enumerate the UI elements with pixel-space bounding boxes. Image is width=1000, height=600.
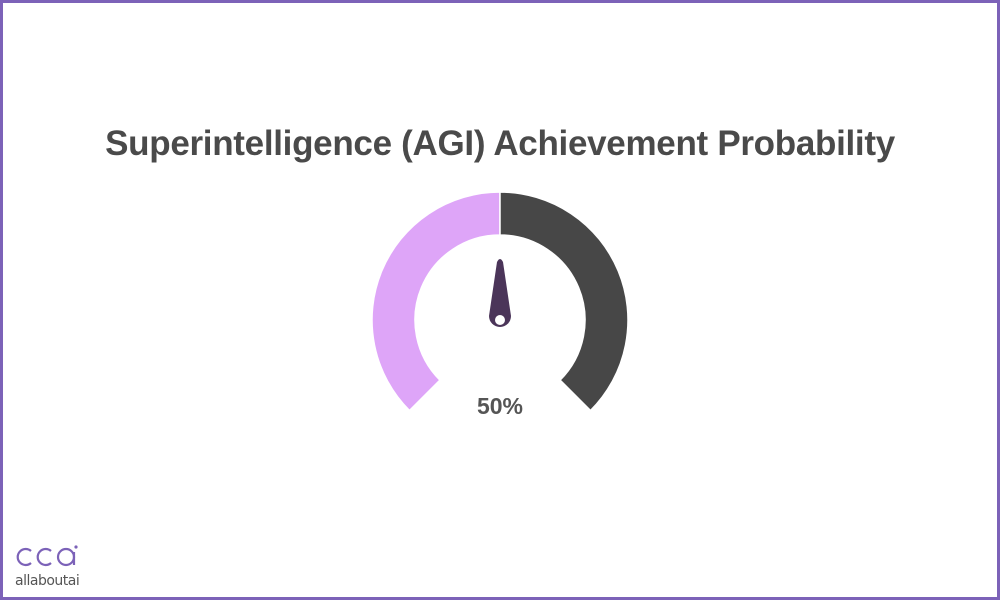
gauge-needle: [489, 259, 511, 327]
gauge-segment-2: [499, 191, 629, 412]
needle-pointer: [489, 259, 511, 327]
chart-title: Superintelligence (AGI) Achievement Prob…: [105, 124, 895, 163]
allaboutai-logo: allaboutai: [14, 544, 84, 597]
needle-hub-hole: [495, 315, 505, 325]
gauge-value-label: 50%: [477, 393, 523, 419]
gauge-segment-1: [371, 191, 501, 412]
svg-text:allaboutai: allaboutai: [15, 573, 79, 589]
